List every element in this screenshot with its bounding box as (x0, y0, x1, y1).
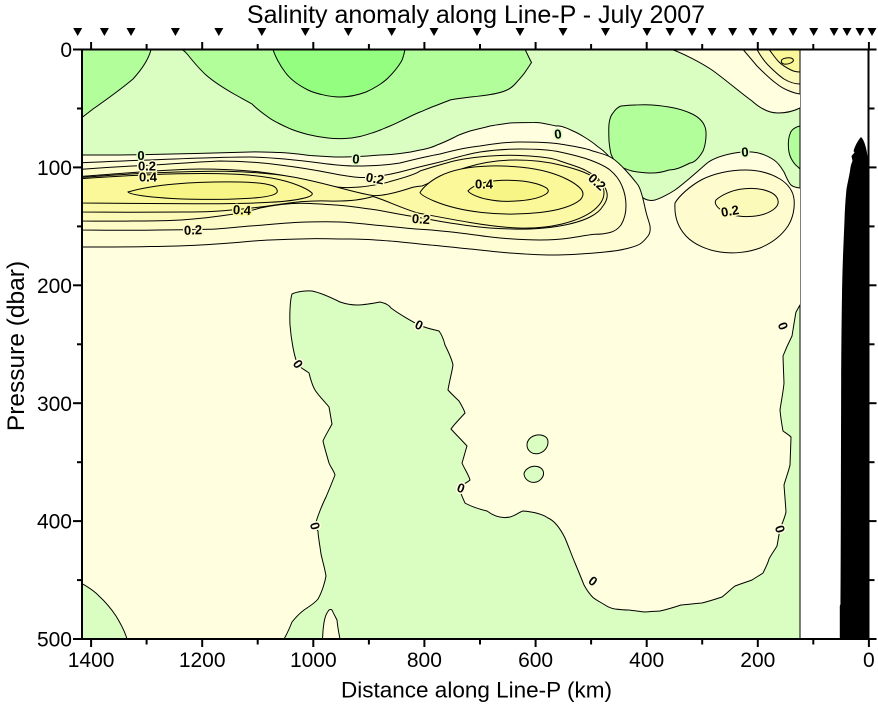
svg-text:0: 0 (137, 148, 144, 163)
svg-text:Salinity anomaly along Line-P: Salinity anomaly along Line-P - July 200… (247, 1, 705, 29)
svg-text:800: 800 (407, 649, 442, 672)
svg-text:1000: 1000 (290, 649, 337, 672)
svg-text:0.2: 0.2 (365, 170, 385, 188)
svg-text:100: 100 (37, 157, 72, 180)
svg-text:400: 400 (629, 649, 664, 672)
svg-text:0.2: 0.2 (138, 159, 156, 174)
svg-text:300: 300 (37, 393, 72, 416)
svg-text:0.4: 0.4 (475, 177, 494, 192)
svg-text:0: 0 (863, 649, 875, 672)
svg-text:600: 600 (518, 649, 553, 672)
svg-text:0.4: 0.4 (233, 202, 253, 218)
svg-text:200: 200 (740, 649, 775, 672)
svg-text:0.4: 0.4 (139, 170, 158, 185)
svg-text:0.2: 0.2 (184, 222, 203, 238)
svg-text:500: 500 (37, 629, 72, 652)
svg-text:0.2: 0.2 (720, 202, 740, 220)
svg-text:1400: 1400 (68, 649, 115, 672)
svg-text:0: 0 (60, 39, 72, 62)
svg-text:0: 0 (352, 151, 361, 167)
svg-text:1200: 1200 (179, 649, 226, 672)
svg-text:0.2: 0.2 (411, 211, 430, 227)
svg-text:0: 0 (741, 144, 750, 160)
svg-text:Pressure (dbar): Pressure (dbar) (3, 261, 30, 431)
svg-text:200: 200 (37, 275, 72, 298)
svg-text:Distance along Line-P (km): Distance along Line-P (km) (341, 678, 612, 703)
svg-text:400: 400 (37, 511, 72, 534)
